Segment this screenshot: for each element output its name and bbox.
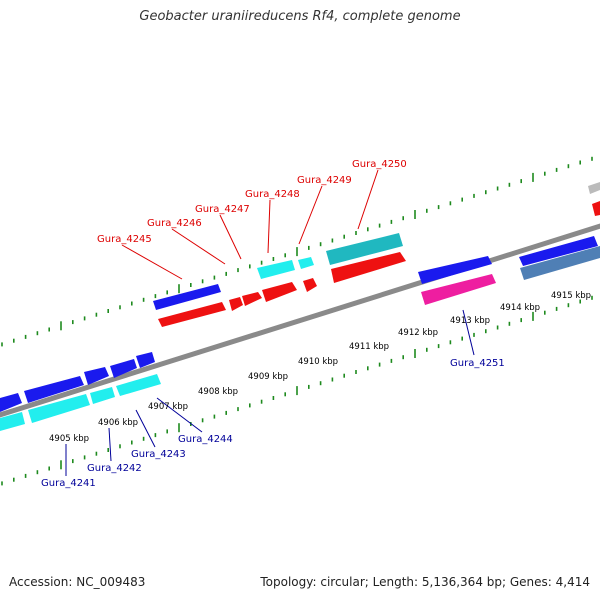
gene-red-upper[interactable] xyxy=(262,282,297,302)
leader-line xyxy=(357,169,379,230)
leader-line xyxy=(108,427,112,462)
gene-blue-lower[interactable] xyxy=(24,376,84,403)
kbp-label: 4915 kbp xyxy=(551,291,591,301)
gene-blue-lower[interactable] xyxy=(84,367,109,385)
gene-blue-lower[interactable] xyxy=(136,352,155,368)
gene-red-upper[interactable] xyxy=(242,292,262,306)
gene-label-gura-4245: Gura_4245 xyxy=(97,234,152,245)
gene-label-gura-4249: Gura_4249 xyxy=(297,175,352,186)
kbp-label: 4906 kbp xyxy=(98,418,138,428)
leader-line xyxy=(121,244,183,280)
kbp-label: 4912 kbp xyxy=(398,328,438,338)
gene-cyan-lower[interactable] xyxy=(28,394,90,423)
gene-label-gura-4246: Gura_4246 xyxy=(147,218,202,229)
leader-line xyxy=(171,228,226,265)
gene-cyan-lower[interactable] xyxy=(116,374,161,396)
leader-line xyxy=(219,214,242,260)
leader-line xyxy=(267,199,271,254)
gene-label-gura-4251: Gura_4251 xyxy=(450,358,505,369)
gene-magenta-upper[interactable] xyxy=(421,274,496,305)
gene-blue-upper[interactable] xyxy=(519,236,598,266)
gene-blue-upper[interactable] xyxy=(418,256,492,284)
kbp-label: 4909 kbp xyxy=(248,372,288,382)
gene-red-upper[interactable] xyxy=(229,297,243,311)
accession-label: Accession: NC_009483 xyxy=(9,575,146,589)
leader-line xyxy=(298,185,323,245)
gene-red-upper[interactable] xyxy=(331,252,406,283)
gene-label-gura-4247: Gura_4247 xyxy=(195,204,250,215)
gene-label-gura-4250: Gura_4250 xyxy=(352,159,407,170)
gene-cyan-lower[interactable] xyxy=(90,387,115,404)
gene-steel-upper[interactable] xyxy=(520,246,600,280)
gene-teal-upper[interactable] xyxy=(326,233,403,265)
leader-line xyxy=(462,309,475,356)
map-title: Geobacter uraniireducens Rf4, complete g… xyxy=(139,9,461,24)
kbp-label: 4908 kbp xyxy=(198,387,238,397)
gene-cyan-upper[interactable] xyxy=(257,260,295,279)
kbp-label: 4911 kbp xyxy=(349,342,389,352)
leader-line xyxy=(135,409,156,448)
gene-label-gura-4248: Gura_4248 xyxy=(245,189,300,200)
gene-features xyxy=(0,182,600,431)
kbp-label: 4905 kbp xyxy=(49,434,89,444)
kbp-label: 4914 kbp xyxy=(500,303,540,313)
gene-label-gura-4243: Gura_4243 xyxy=(131,449,186,460)
leader-line xyxy=(156,397,203,433)
kbp-label: 4913 kbp xyxy=(450,316,490,326)
gene-label-gura-4244: Gura_4244 xyxy=(178,434,233,445)
gene-blue-lower[interactable] xyxy=(0,393,22,412)
genome-backbone xyxy=(0,223,600,418)
gene-red-upper[interactable] xyxy=(158,302,226,327)
genome-summary: Topology: circular; Length: 5,136,364 bp… xyxy=(260,575,590,589)
gene-label-gura-4241: Gura_4241 xyxy=(41,478,96,489)
gene-red-upper[interactable] xyxy=(303,278,317,292)
gene-cyan-upper[interactable] xyxy=(298,257,314,269)
kbp-label: 4910 kbp xyxy=(298,357,338,367)
gene-cyan-lower[interactable] xyxy=(0,412,25,431)
gene-red-upper[interactable] xyxy=(592,201,600,216)
kbp-label: 4907 kbp xyxy=(148,402,188,412)
gene-label-gura-4242: Gura_4242 xyxy=(87,463,142,474)
tick-marks xyxy=(1,156,593,486)
kbp-labels: 4905 kbp 4906 kbp 4907 kbp 4908 kbp 4909 kbp… xyxy=(49,291,591,444)
gene-labels: Gura_4245 Gura_4246 Gura_4247 Gura_4248 Gura… xyxy=(41,159,505,489)
gene-blue-lower[interactable] xyxy=(110,359,137,378)
gene-blue-upper[interactable] xyxy=(153,284,221,310)
gene-grey-upper[interactable] xyxy=(588,182,600,194)
label-leader-lines xyxy=(65,169,475,476)
